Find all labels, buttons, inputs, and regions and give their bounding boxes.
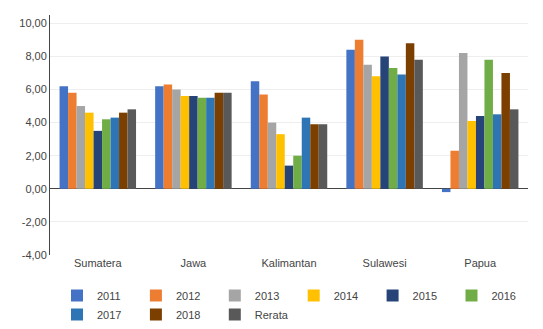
svg-text:Papua: Papua — [464, 257, 497, 269]
svg-text:0,00: 0,00 — [25, 183, 46, 195]
svg-text:Sulawesi: Sulawesi — [363, 257, 407, 269]
svg-text:2013: 2013 — [255, 290, 279, 302]
svg-text:2016: 2016 — [491, 290, 515, 302]
svg-text:2015: 2015 — [413, 290, 437, 302]
svg-text:Jawa: Jawa — [181, 257, 208, 269]
svg-text:8,00: 8,00 — [25, 50, 46, 62]
svg-text:2011: 2011 — [97, 290, 121, 302]
svg-text:-4,00: -4,00 — [22, 249, 47, 261]
svg-text:Rerata: Rerata — [255, 309, 289, 321]
svg-text:2012: 2012 — [176, 290, 200, 302]
svg-text:10,00: 10,00 — [19, 17, 47, 29]
svg-text:2018: 2018 — [176, 309, 200, 321]
svg-text:Sumatera: Sumatera — [74, 257, 123, 269]
svg-text:Kalimantan: Kalimantan — [261, 257, 316, 269]
svg-text:2014: 2014 — [334, 290, 358, 302]
svg-text:6,00: 6,00 — [25, 83, 46, 95]
svg-text:4,00: 4,00 — [25, 116, 46, 128]
svg-text:2,00: 2,00 — [25, 150, 46, 162]
svg-text:2017: 2017 — [97, 309, 121, 321]
svg-text:-2,00: -2,00 — [22, 216, 47, 228]
